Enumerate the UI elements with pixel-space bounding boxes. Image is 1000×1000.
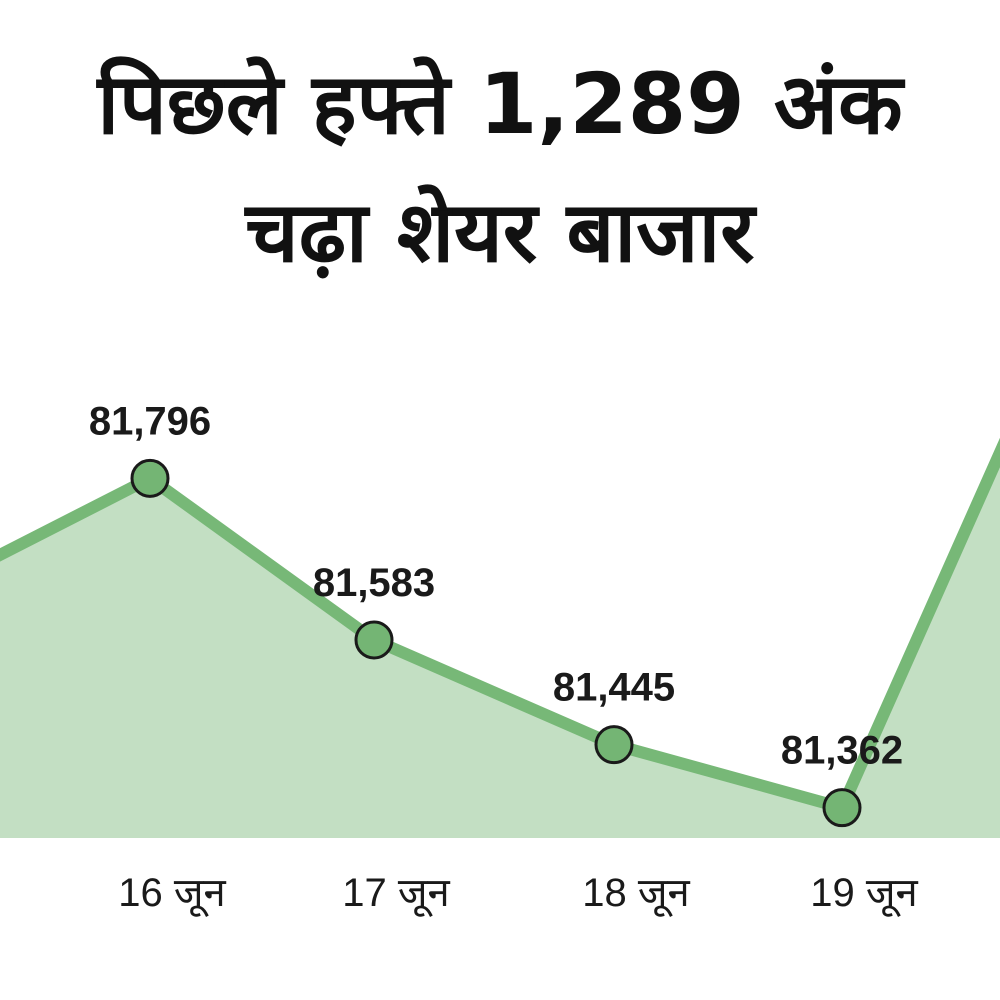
series-line — [0, 437, 1000, 814]
area-fill — [0, 452, 1000, 838]
chart-title-line-2: चढ़ा शेयर बाजार — [245, 183, 755, 281]
x-tick-label: 19 जून — [810, 871, 918, 917]
chart-title-line-1: पिछले हफ्ते 1,289 अंक — [97, 55, 903, 153]
value-label: 81,362 — [781, 729, 903, 773]
x-tick-label: 16 जून — [118, 871, 226, 917]
value-label: 81,583 — [313, 561, 435, 605]
data-point-marker — [594, 725, 634, 765]
data-point-marker — [354, 620, 394, 660]
data-point-marker — [130, 458, 170, 498]
value-label: 81,796 — [89, 399, 211, 443]
x-tick-label: 17 जून — [342, 871, 450, 917]
value-label: 81,445 — [553, 666, 675, 710]
data-markers — [130, 458, 862, 828]
data-point-marker — [822, 788, 862, 828]
chart-title: पिछले हफ्ते 1,289 अंक चढ़ा शेयर बाजार — [0, 40, 1000, 296]
x-axis-ticks: 16 जून 17 जून 18 जून 19 जून — [118, 871, 918, 917]
value-labels: 81,796 81,583 81,445 81,362 — [89, 399, 903, 772]
x-tick-label: 18 जून — [582, 871, 690, 917]
